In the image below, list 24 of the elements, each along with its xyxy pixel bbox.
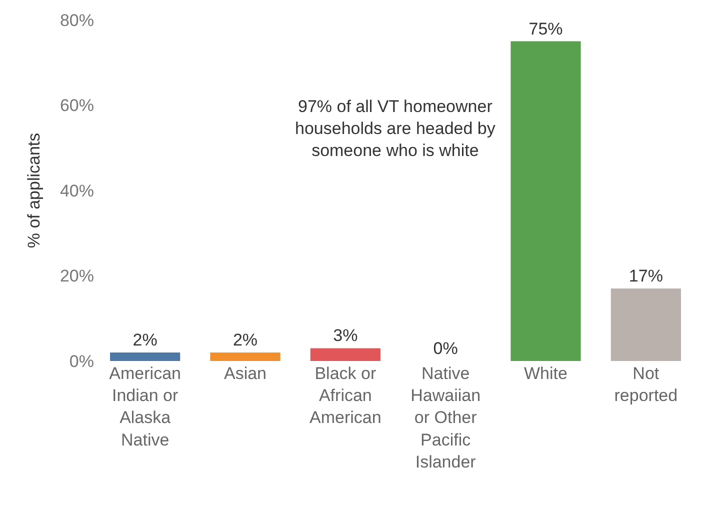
data-label: 75% [528, 19, 563, 38]
y-tick-label: 0% [69, 352, 94, 371]
bar [110, 352, 180, 361]
x-tick-label: American Indian or Alaska Native [109, 364, 181, 450]
bar [510, 41, 581, 361]
bar [310, 348, 380, 361]
x-tick-label: Asian [224, 364, 267, 383]
x-tick-label: White [524, 364, 568, 383]
data-label: 2% [132, 330, 158, 350]
x-tick-label: Native Hawaiian or Other Pacific Islander [410, 364, 481, 472]
y-tick-label: 20% [60, 266, 94, 286]
y-axis-title: % of applicants [24, 132, 44, 248]
bar [210, 352, 280, 361]
x-tick-label: Not reported [614, 364, 678, 406]
y-tick-label: 40% [60, 181, 94, 200]
data-label: 3% [333, 326, 358, 346]
data-label: 2% [232, 330, 258, 350]
data-label: 17% [628, 266, 663, 286]
x-tick-label: Black or African American [310, 364, 382, 428]
y-tick-label: 60% [60, 96, 94, 116]
bar [610, 288, 681, 361]
y-tick-label: 80% [60, 10, 94, 30]
annotation: 97% of all VT homeowner households are headed by someone who is white [295, 97, 496, 160]
data-label: 0% [433, 339, 458, 358]
